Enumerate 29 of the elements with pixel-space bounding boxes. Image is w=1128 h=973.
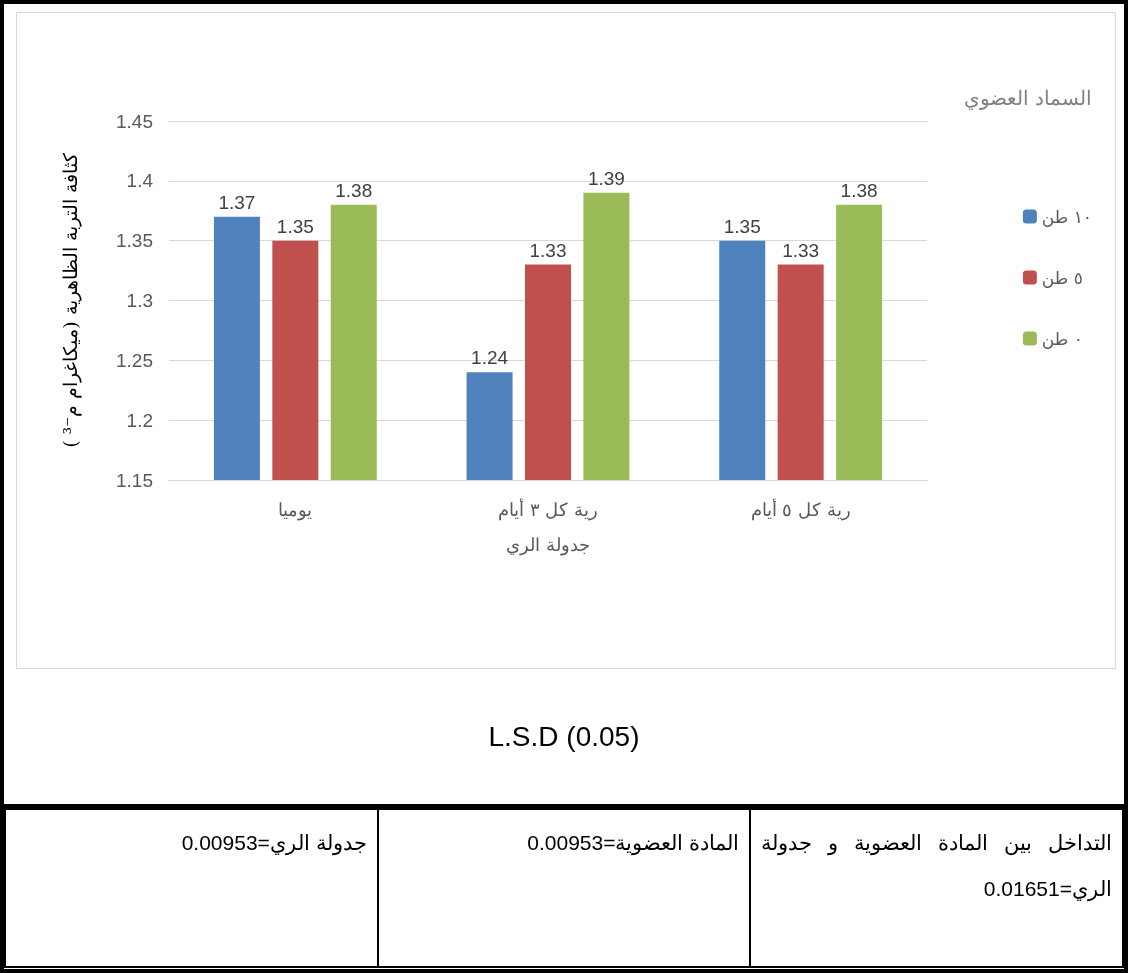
y-tick-label: 1.2 — [126, 409, 153, 431]
y-tick-label: 1.25 — [116, 349, 153, 371]
data-label: 1.35 — [276, 215, 314, 237]
legend-label: ١٠ طن — [1041, 206, 1092, 227]
x-tick-label: رية كل ٣ أيام — [497, 497, 599, 521]
data-label: 1.33 — [529, 239, 567, 261]
x-axis-title: جدولة الري — [506, 533, 590, 556]
data-label: 1.37 — [218, 191, 256, 213]
x-tick-label: يوميا — [278, 498, 313, 521]
legend-label: ٠ طن — [1041, 328, 1083, 349]
text: L.S.D (0.05) — [4, 669, 1124, 808]
y-tick-label: 1.35 — [116, 230, 153, 252]
y-axis-title: كثافة التربة الظاهرية (ميكاغرام م⁻³ ) — [58, 152, 82, 448]
data-label: 1.38 — [335, 179, 373, 201]
data-label: 1.39 — [587, 167, 625, 189]
y-tick-label: 1.4 — [126, 170, 154, 192]
x-tick-label: رية كل ٥ أيام — [750, 497, 851, 521]
y-tick-label: 1.3 — [126, 290, 153, 311]
data-label: 1.38 — [840, 179, 878, 201]
legend-label: ٥ طن — [1041, 267, 1083, 288]
text: المادة العضوية=0.00953 — [377, 809, 751, 967]
data-label: 1.35 — [723, 215, 761, 237]
legend-title: السماد العضوي — [963, 86, 1092, 110]
data-label: 1.33 — [782, 239, 820, 261]
y-tick-label: 1.15 — [116, 469, 153, 491]
text: التداخل بين المادة العضوية و جدولة الري=0.01651 — [750, 809, 1123, 967]
data-label: 1.24 — [471, 347, 509, 369]
text: جدولة الري=0.00953 — [5, 809, 378, 967]
y-tick-label: 1.45 — [116, 110, 153, 132]
